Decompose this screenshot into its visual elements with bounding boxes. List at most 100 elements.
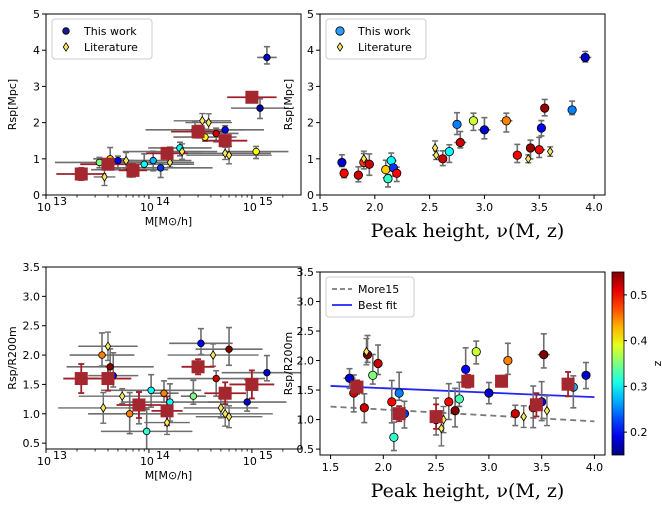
- legend-marker: [335, 26, 345, 36]
- x-tick-label: 3.0: [480, 461, 498, 474]
- this-work-point: [450, 406, 460, 416]
- literature-point: [543, 405, 551, 416]
- legend-box: [325, 276, 415, 318]
- axes-frame: [45, 266, 302, 450]
- legend-label: Best fit: [358, 299, 398, 312]
- y-tick-label: 1: [307, 153, 314, 166]
- axes-frame: [319, 13, 606, 196]
- literature-point: [520, 411, 527, 422]
- this-work-point: [225, 345, 233, 353]
- colorbar-tick-label: 0.5: [630, 289, 648, 302]
- this-work-point: [392, 168, 402, 178]
- this-work-point: [580, 52, 590, 63]
- y-tick-label: 0: [307, 189, 314, 202]
- literature-point: [205, 117, 212, 128]
- x-tick-label: 1.5: [322, 461, 340, 474]
- y-tick-label: 4: [33, 44, 40, 57]
- this-work-point: [512, 150, 522, 160]
- y-tick-label: 3.0: [23, 290, 41, 303]
- literature-point: [225, 150, 233, 161]
- this-work-point: [540, 103, 550, 113]
- binned-point: [132, 398, 146, 412]
- this-work-point: [197, 339, 205, 348]
- x-tick-exponent: 15: [259, 195, 273, 208]
- literature-point: [199, 115, 206, 126]
- y-tick-label: 1.5: [23, 378, 41, 391]
- y-tick-label: 3.0: [297, 296, 315, 309]
- y-axis-label: Rsp[Mpc]: [282, 79, 295, 130]
- this-work-point: [149, 156, 157, 165]
- this-work-point: [147, 386, 155, 394]
- this-work-point: [114, 156, 122, 165]
- literature-point: [104, 341, 112, 352]
- this-work-point: [452, 119, 462, 130]
- literature-point: [525, 153, 532, 164]
- panel-top-right: 0 1 2 3 4 5 1.5 2.0 2.5 3.0 3.5 4.0 Peak height, ν(M…: [282, 8, 606, 242]
- panel-bottom-right: 0.5 1.0 1.5 2.0 2.5 3.0 3.5 1.5 2.0 2.5 3.0 3.5 4.0 P…: [282, 266, 606, 502]
- binned-point: [350, 380, 364, 394]
- axes-frame: [45, 13, 302, 196]
- y-tick-label: 0.5: [23, 437, 41, 450]
- this-work-point: [252, 147, 260, 156]
- legend-label: This work: [357, 25, 411, 38]
- legend-label: Literature: [84, 41, 138, 54]
- legend-label: This work: [83, 25, 137, 38]
- x-tick-label: 10: [243, 455, 257, 468]
- this-work-point: [503, 355, 513, 366]
- binned-point: [126, 163, 140, 177]
- x-tick-label: 1.5: [311, 201, 329, 214]
- binned-point: [74, 372, 88, 386]
- literature-point: [546, 146, 554, 157]
- y-axis-label: Rsp/R200m: [6, 326, 19, 389]
- colorbar-tick-label: 0.3: [630, 380, 648, 393]
- this-work-point: [156, 164, 165, 172]
- this-work-point: [394, 388, 404, 398]
- plot-area: [58, 326, 301, 449]
- binned-point: [160, 404, 174, 418]
- y-tick-label: 0: [33, 189, 40, 202]
- this-work-point: [455, 137, 465, 148]
- y-tick-label: 2.0: [297, 355, 315, 368]
- binned-point: [561, 377, 575, 391]
- x-tick-exponent: 15: [259, 449, 273, 462]
- this-work-point: [344, 373, 355, 383]
- binned-point: [245, 377, 259, 391]
- y-tick-label: 3: [307, 80, 314, 93]
- best-fit-line: [330, 385, 595, 399]
- legend-label: Literature: [358, 41, 412, 54]
- y-axis-label: Rsp/R200m: [282, 332, 295, 395]
- legend-marker: [336, 42, 344, 52]
- this-work-point: [212, 374, 220, 383]
- binned-point: [101, 372, 115, 386]
- x-axis-label: Peak height, ν(M, z): [371, 480, 565, 502]
- this-work-point: [525, 143, 536, 153]
- legend-marker: [62, 27, 70, 35]
- binned-point: [160, 146, 174, 160]
- binned-point: [495, 374, 509, 388]
- axes-frame: [319, 271, 606, 456]
- legend-marker: [62, 42, 70, 52]
- x-tick-label: 4.0: [585, 201, 603, 214]
- this-work-point: [581, 370, 591, 380]
- binned-point: [429, 410, 443, 424]
- y-tick-label: 5: [307, 8, 314, 21]
- this-work-point: [387, 397, 397, 407]
- colorbar: 0.2 0.3 0.4 0.5 z: [611, 271, 662, 456]
- y-tick-label: 2: [307, 117, 314, 130]
- binned-point: [191, 125, 205, 139]
- colorbar-tick-label: 0.2: [630, 426, 648, 439]
- x-tick-exponent: 14: [156, 195, 170, 208]
- x-tick-label: 2.5: [421, 201, 439, 214]
- this-work-point: [368, 370, 378, 380]
- this-work-point: [339, 168, 349, 178]
- this-work-point: [364, 159, 374, 169]
- this-work-point: [536, 123, 547, 133]
- legend-box: [51, 18, 153, 60]
- this-work-point: [160, 389, 168, 397]
- this-work-point: [468, 116, 479, 126]
- y-tick-label: 2.5: [23, 320, 41, 333]
- literature-point: [178, 146, 186, 157]
- literature-point: [119, 391, 126, 402]
